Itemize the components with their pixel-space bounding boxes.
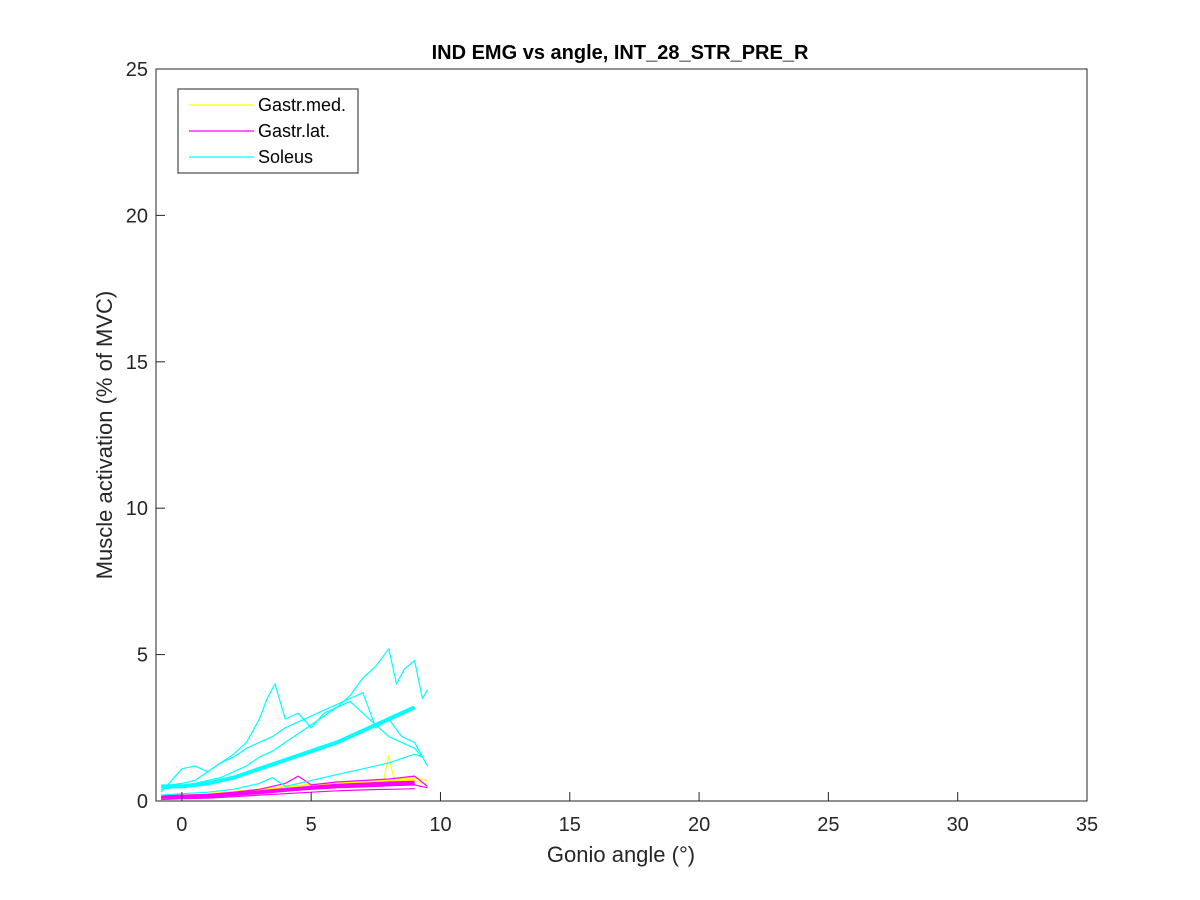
legend-label-gastr-lat: Gastr.lat. xyxy=(258,121,330,141)
x-tick-label: 20 xyxy=(688,814,710,836)
legend-label-soleus: Soleus xyxy=(258,147,313,167)
y-tick-label: 0 xyxy=(137,791,148,813)
series-line-soleus-trial-8 xyxy=(161,700,423,790)
x-tick-label: 30 xyxy=(947,814,969,836)
x-tick-label: 25 xyxy=(817,814,839,836)
series-line-soleus-trial-9 xyxy=(160,692,429,793)
x-tick-label: 15 xyxy=(559,814,581,836)
series-line-gastr-lat-mean-6 xyxy=(161,780,415,799)
y-tick-label: 15 xyxy=(126,352,148,374)
series-line-gastr-lat-trial-5 xyxy=(161,788,415,801)
plot-lines xyxy=(160,648,429,801)
y-axis-label: Muscle activation (% of MVC) xyxy=(92,291,117,580)
x-axis-label: Gonio angle (°) xyxy=(547,842,695,867)
x-tick-label: 5 xyxy=(306,814,317,836)
x-tick-label: 35 xyxy=(1076,814,1098,836)
series-line-soleus-mean-11 xyxy=(161,705,416,789)
x-axis: 0 5 10 15 20 25 30 35 xyxy=(176,792,1098,836)
y-tick-label: 25 xyxy=(126,59,148,81)
legend: Gastr.med. Gastr.lat. Soleus xyxy=(177,88,359,174)
y-tick-label: 10 xyxy=(126,498,148,520)
y-tick-label: 5 xyxy=(137,645,148,667)
x-tick-label: 10 xyxy=(429,814,451,836)
legend-label-gastr-med: Gastr.med. xyxy=(258,95,346,115)
plot-area-frame xyxy=(155,68,1088,802)
series-line-soleus-trial-10 xyxy=(161,753,423,796)
chart-title: IND EMG vs angle, INT_28_STR_PRE_R xyxy=(432,42,809,64)
x-tick-label: 0 xyxy=(176,814,187,836)
y-tick-label: 20 xyxy=(126,205,148,227)
y-axis: 0 5 10 15 20 25 xyxy=(126,59,165,813)
